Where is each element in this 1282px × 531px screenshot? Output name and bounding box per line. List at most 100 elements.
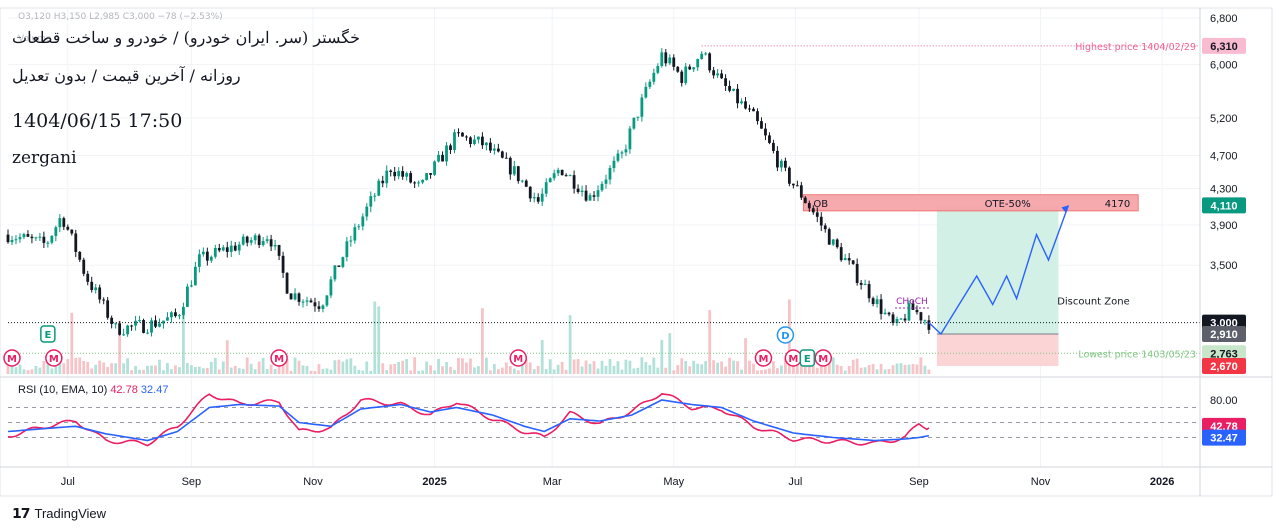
volume-bar	[584, 360, 588, 374]
candle-body	[126, 325, 129, 335]
candle-body	[213, 247, 217, 257]
volume-bar	[831, 357, 835, 374]
volume-bar	[907, 364, 911, 374]
candle-body	[528, 186, 532, 199]
volume-bar	[608, 359, 612, 374]
price-scale-badge	[1202, 37, 1246, 54]
dividend-marker-label: M	[274, 354, 284, 365]
rsi-panel: RSI (10, EMA, 10) 42.78 32.47	[7, 384, 1200, 447]
candle-body	[588, 195, 592, 201]
candle-body	[600, 183, 604, 191]
volume-bar	[317, 364, 321, 374]
volume-bar	[724, 366, 727, 374]
volume-bar	[34, 365, 38, 374]
candle-body	[110, 317, 114, 324]
price-tick-label: 6,000	[1210, 60, 1238, 72]
dividend-marker-icon	[45, 349, 63, 367]
ote-label: OTE-50%	[985, 199, 1031, 210]
volume-bar	[221, 361, 225, 374]
candle-body	[672, 57, 676, 67]
candle-body	[764, 128, 767, 136]
candle-body	[823, 225, 827, 230]
volume-bar	[875, 369, 879, 374]
volume-bar	[656, 367, 660, 374]
candle-body	[596, 190, 600, 197]
candle-body	[122, 334, 126, 336]
volume-bar	[708, 310, 712, 374]
rsi-badge	[1202, 429, 1246, 446]
candle-body	[532, 197, 536, 199]
volume-bar	[756, 370, 759, 374]
candle-body	[481, 136, 484, 146]
volume-bar	[504, 362, 508, 374]
volume-bar	[568, 315, 572, 374]
candle-body	[189, 285, 193, 287]
price-tick-label: 3,500	[1210, 260, 1238, 272]
volume-bar	[22, 369, 26, 374]
candle-body	[604, 179, 608, 184]
volume-bar	[636, 367, 640, 374]
volume-bar	[863, 367, 867, 374]
volume-bar	[377, 306, 381, 374]
time-tick-label: Jul	[788, 476, 802, 488]
volume-bar	[66, 359, 70, 374]
time-tick-label: Sep	[909, 476, 929, 488]
candle-body	[413, 182, 417, 184]
volume-bar	[277, 359, 281, 374]
price-scale-badge-label: 2,910	[1210, 329, 1238, 341]
volume-bar	[201, 368, 205, 374]
candle-body	[580, 190, 584, 193]
tradingview-brand[interactable]: 𝟭𝟳 TradingView	[12, 505, 106, 522]
candle-body	[923, 320, 927, 322]
volume-bar	[564, 369, 568, 374]
candle-body	[616, 153, 620, 161]
chart-frame	[0, 7, 1273, 497]
candle-body	[772, 142, 775, 151]
tradingview-logo-icon: 𝟭𝟳	[12, 505, 31, 521]
volume-bar	[102, 362, 106, 374]
time-tick-label: Nov	[1031, 476, 1051, 488]
volume-bar	[640, 357, 644, 374]
candle-body	[465, 136, 468, 138]
candle-body	[186, 286, 189, 307]
candle-body	[780, 160, 783, 168]
volume-bar	[126, 358, 129, 374]
lowest-price-label: Lowest price 1403/05/23	[1078, 349, 1196, 360]
volume-bar	[588, 363, 592, 374]
candle-body	[732, 88, 735, 91]
candle-body	[106, 300, 110, 318]
volume-bar	[919, 357, 923, 374]
candle-body	[329, 279, 333, 296]
candle-body	[795, 185, 799, 187]
candle-body	[636, 116, 640, 118]
candle-body	[907, 303, 911, 321]
volume-bar	[520, 360, 524, 374]
candle-body	[911, 303, 915, 310]
candle-body	[54, 227, 58, 236]
volume-bar	[82, 361, 86, 374]
candle-body	[449, 145, 452, 151]
volume-bar	[596, 368, 600, 374]
volume-bar	[94, 364, 98, 374]
candle-body	[827, 229, 831, 245]
candle-body	[847, 258, 851, 261]
candle-body	[178, 315, 181, 317]
volume-bar	[10, 361, 14, 374]
volume-bar	[421, 370, 425, 374]
volume-bar	[154, 365, 157, 374]
volume-bar	[660, 339, 664, 374]
candle-body	[768, 135, 771, 143]
choch-label: CHoCH	[896, 297, 928, 307]
tradingview-brand-label: TradingView	[34, 506, 107, 521]
candle-body	[839, 247, 843, 261]
candle-body	[433, 161, 436, 175]
volume-bar	[612, 365, 616, 374]
discount-zone-label: Discount Zone	[1057, 296, 1130, 307]
candle-body	[409, 173, 413, 183]
candle-body	[752, 108, 755, 112]
candle-body	[871, 298, 875, 305]
volume-bar	[819, 360, 823, 374]
volume-bar	[62, 363, 66, 374]
